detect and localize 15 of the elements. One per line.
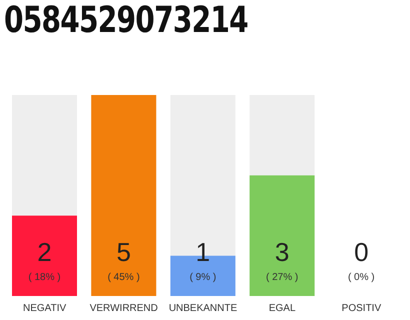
annotation: ( 27% ) xyxy=(266,272,298,283)
x-tick-label: UNBEKANNTE xyxy=(168,303,238,314)
x-tick-label: POSITIV xyxy=(342,303,382,314)
x-tick-label: VERWIRREND xyxy=(90,303,158,314)
x-tick-label: EGAL xyxy=(268,303,296,314)
annotation: ( 45% ) xyxy=(108,272,140,283)
annotation: ( 0% ) xyxy=(348,272,375,283)
data-label: 0 xyxy=(354,237,369,267)
annotation: ( 9% ) xyxy=(190,272,216,283)
data-label: 3 xyxy=(274,237,290,267)
annotation: ( 18% ) xyxy=(28,272,61,283)
data-label: 2 xyxy=(37,237,52,267)
chart-title: 0584529073214 xyxy=(4,0,248,41)
x-tick-label: NEGATIV xyxy=(23,303,67,314)
data-label: 5 xyxy=(116,237,131,267)
